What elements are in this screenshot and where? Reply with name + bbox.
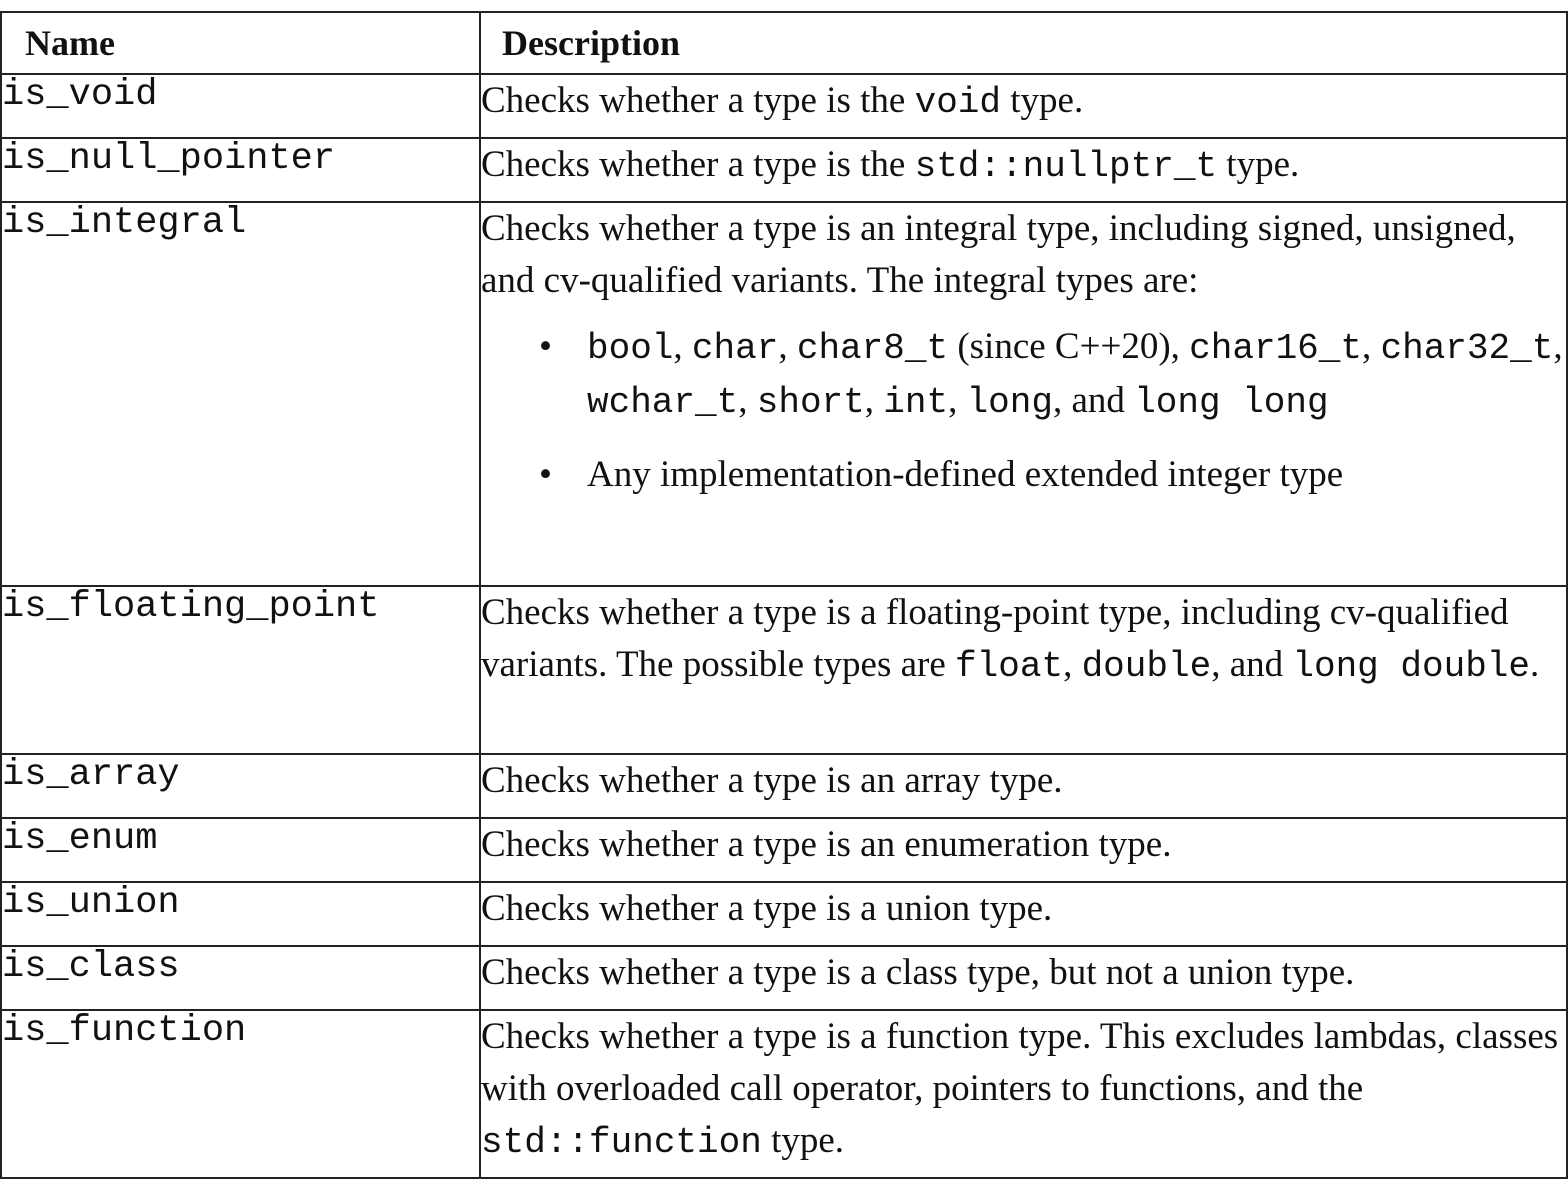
code-term: bool: [587, 328, 674, 369]
table-row: is_enum Checks whether a type is an enum…: [0, 817, 1568, 883]
separator-text: ,: [1361, 326, 1381, 367]
table-row: is_function Checks whether a type is a f…: [0, 1009, 1568, 1179]
description-text: Checks whether a type is an integral typ…: [481, 208, 1516, 301]
code-term: long double: [1292, 646, 1531, 687]
trait-name: is_integral: [0, 201, 481, 587]
list-item: • bool, char, char8_t (since C++20), char…: [539, 321, 1566, 429]
bullet-icon: •: [539, 454, 552, 495]
trait-description: Checks whether a type is a class type, b…: [479, 945, 1568, 1011]
since-note: (since C++20),: [948, 326, 1190, 367]
separator-text: , and: [1053, 380, 1135, 421]
separator-text: ,: [1553, 326, 1563, 367]
description-text: type.: [1217, 144, 1300, 185]
description-text: Checks whether a type is a function type…: [481, 1016, 1559, 1109]
description-text: Checks whether a type is the: [481, 80, 915, 121]
table-row: is_void Checks whether a type is the voi…: [0, 73, 1568, 139]
trait-description: Checks whether a type is an integral typ…: [479, 201, 1568, 587]
code-term: double: [1081, 646, 1212, 687]
code-term: char: [691, 328, 779, 369]
code-term: std::function: [481, 1122, 762, 1163]
trait-description: Checks whether a type is a union type.: [479, 881, 1568, 947]
table-row: is_array Checks whether a type is an arr…: [0, 753, 1568, 819]
code-term: long: [966, 382, 1053, 423]
code-term: float: [955, 646, 1064, 687]
code-term: short: [756, 382, 865, 423]
code-term: char8_t: [796, 328, 949, 369]
separator-text: ,: [778, 326, 797, 367]
table-row: is_floating_point Checks whether a type …: [0, 585, 1568, 755]
trait-name: is_floating_point: [0, 585, 481, 755]
trait-name: is_void: [0, 73, 481, 139]
code-term: wchar_t: [587, 382, 739, 423]
table-row: is_class Checks whether a type is a clas…: [0, 945, 1568, 1011]
trait-description: Checks whether a type is an enumeration …: [479, 817, 1568, 883]
header-row: Name Description: [0, 11, 1568, 75]
trait-description: Checks whether a type is an array type.: [479, 753, 1568, 819]
separator-text: ,: [738, 380, 757, 421]
code-term: void: [914, 82, 1002, 123]
code-term: char16_t: [1189, 328, 1362, 369]
header-name: Name: [0, 11, 481, 75]
integral-types-list: • bool, char, char8_t (since C++20), char…: [481, 321, 1566, 501]
trait-name: is_class: [0, 945, 481, 1011]
description-text: Checks whether a type is a floating-poin…: [481, 592, 1509, 685]
trait-name: is_null_pointer: [0, 137, 481, 203]
trait-name: is_array: [0, 753, 481, 819]
code-term: std::nullptr_t: [914, 146, 1218, 187]
list-item-text: Any implementation-defined extended inte…: [587, 454, 1344, 495]
trait-name: is_function: [0, 1009, 481, 1179]
description-text: Checks whether a type is the: [481, 144, 915, 185]
trait-description: Checks whether a type is a floating-poin…: [479, 585, 1568, 755]
list-item: • Any implementation-defined extended int…: [539, 449, 1566, 501]
separator-text: , and: [1211, 644, 1293, 685]
separator-text: .: [1530, 644, 1540, 685]
separator-text: ,: [864, 380, 884, 421]
code-term: long long: [1134, 382, 1329, 423]
trait-name: is_enum: [0, 817, 481, 883]
trait-name: is_union: [0, 881, 481, 947]
code-term: int: [883, 382, 949, 423]
code-term: char32_t: [1380, 328, 1554, 369]
table-row: is_union Checks whether a type is a unio…: [0, 881, 1568, 947]
separator-text: ,: [948, 380, 967, 421]
table-row: is_integral Checks whether a type is an …: [0, 201, 1568, 587]
trait-description: Checks whether a type is a function type…: [479, 1009, 1568, 1179]
description-text: type.: [1001, 80, 1084, 121]
table-row: is_null_pointer Checks whether a type is…: [0, 137, 1568, 203]
description-text: type.: [761, 1120, 845, 1161]
bullet-icon: •: [539, 326, 552, 367]
trait-description: Checks whether a type is the std::nullpt…: [479, 137, 1568, 203]
separator-text: ,: [1063, 644, 1082, 685]
type-traits-table: Name Description is_void Checks whether …: [0, 11, 1568, 1179]
separator-text: ,: [673, 326, 692, 367]
trait-description: Checks whether a type is the void type.: [479, 73, 1568, 139]
header-description: Description: [479, 11, 1568, 75]
